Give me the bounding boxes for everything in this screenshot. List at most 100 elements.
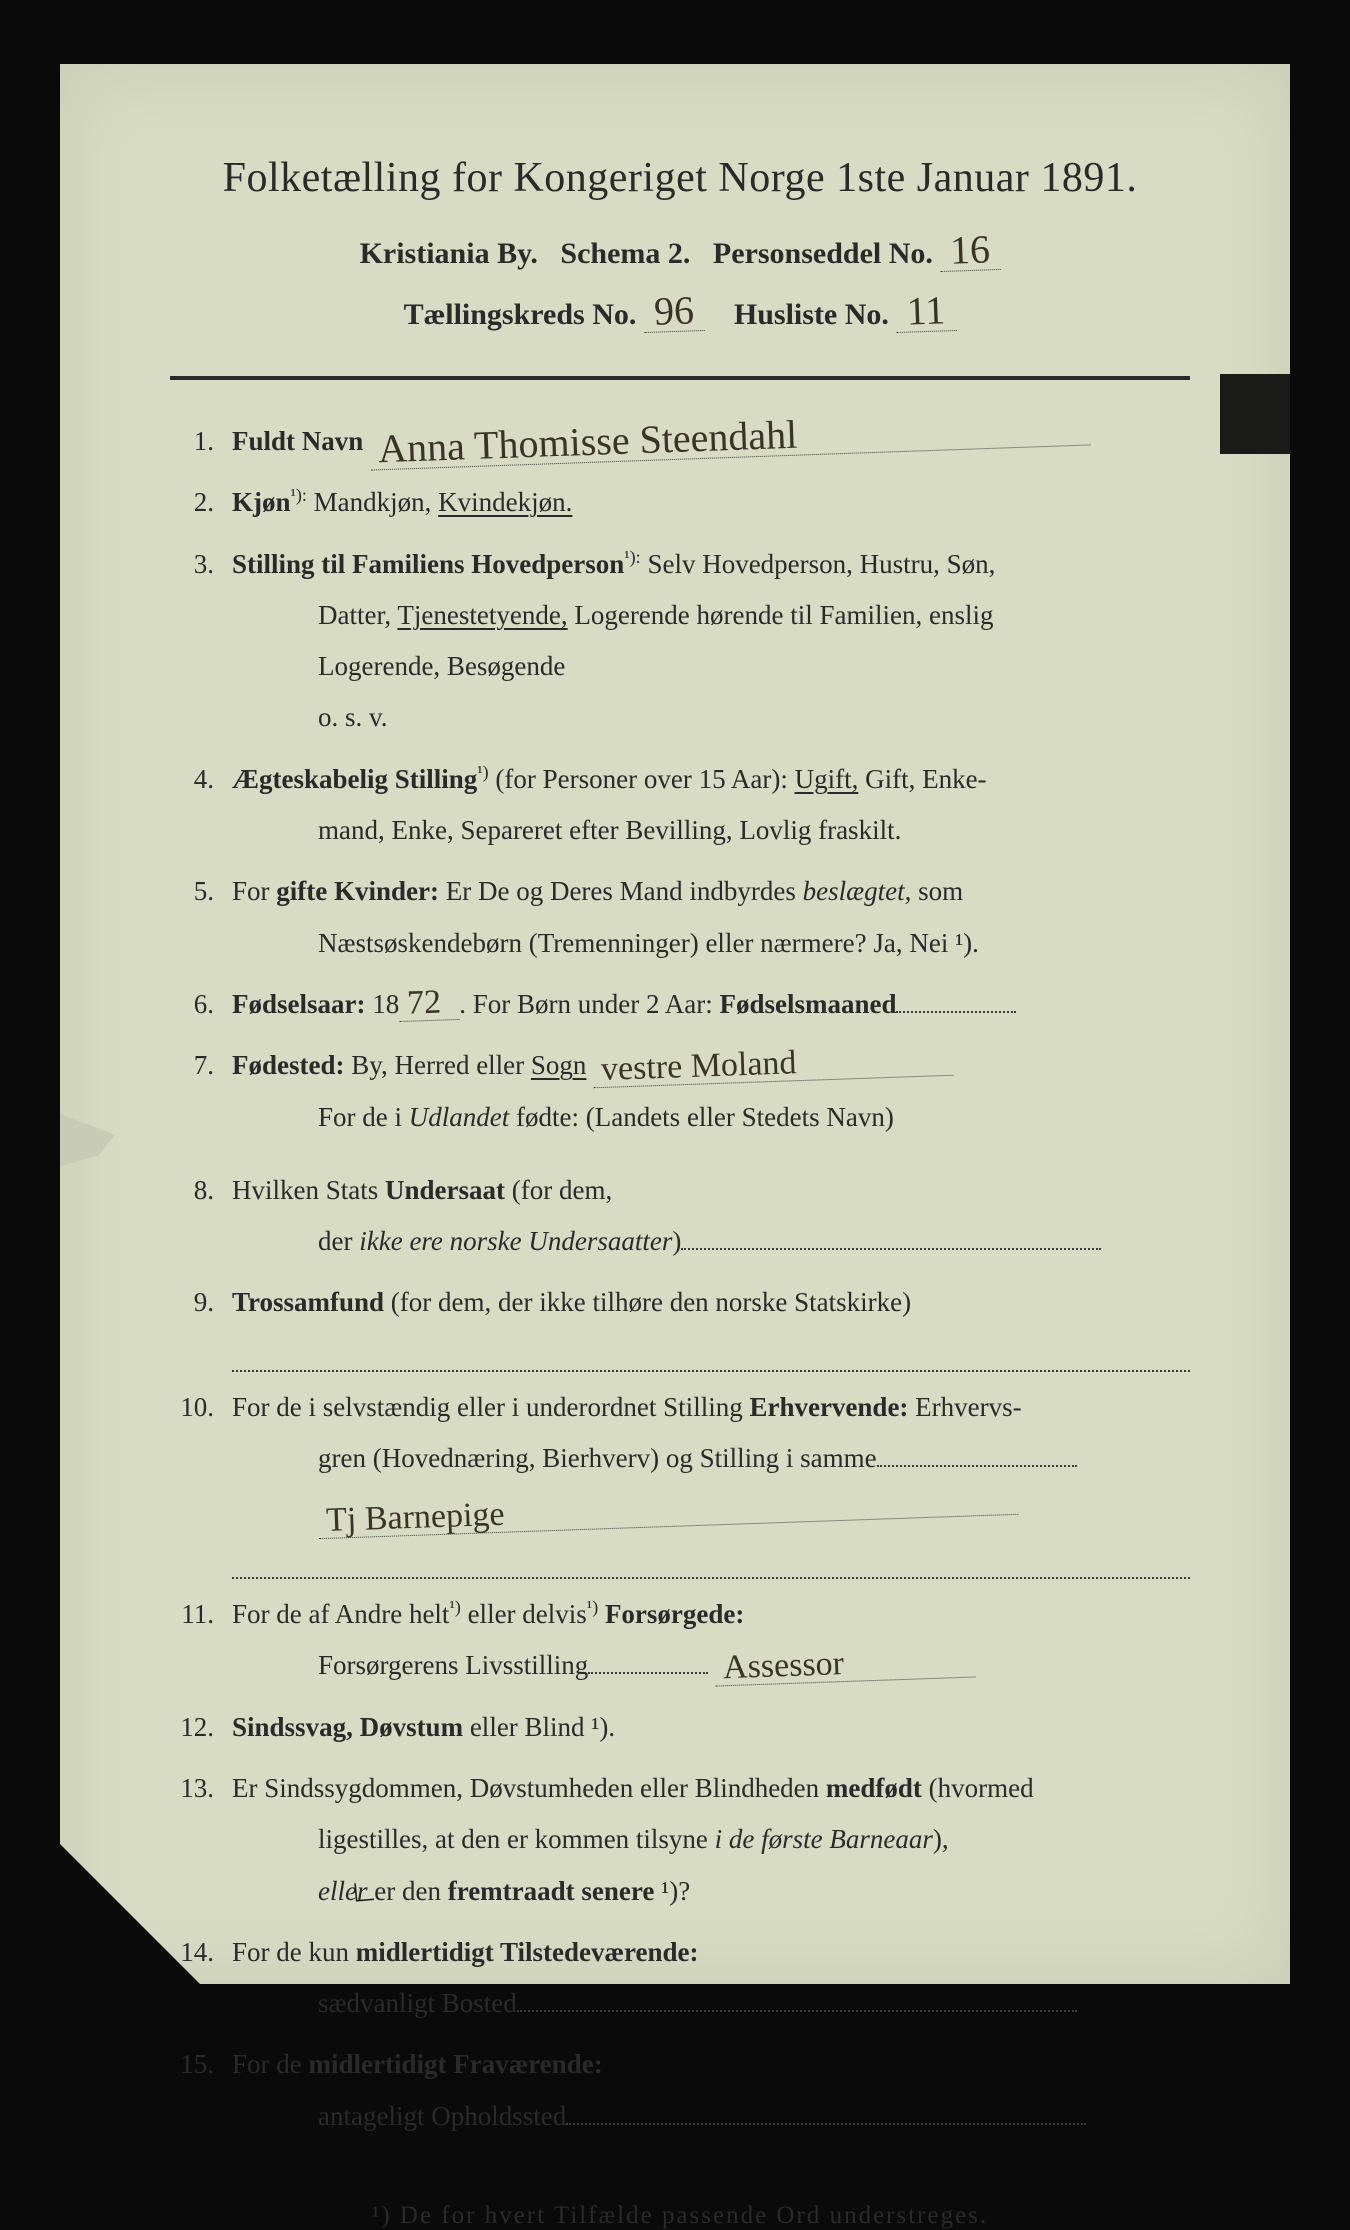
selected-option: Tjenestetyende, (397, 600, 567, 630)
field-label: gifte Kvinder: (276, 876, 439, 906)
item-5: 5. For gifte Kvinder: Er De og Deres Man… (170, 866, 1190, 969)
field-label: Erhvervende: (749, 1392, 908, 1422)
hint-text: gren (Hovednæring, Bierhverv) og Stillin… (232, 1443, 877, 1473)
occupation-value: Tj Barnepige (318, 1479, 1019, 1538)
item-body: Hvilken Stats Undersaat (for dem, der ik… (232, 1165, 1190, 1268)
question-text: ), (933, 1824, 949, 1854)
field-label-2: Fødselsmaaned (719, 989, 896, 1019)
item-number: 7. (170, 1040, 232, 1143)
item-number: 2. (170, 477, 232, 528)
birthplace-value: vestre Moland (593, 1041, 954, 1089)
item-13: 13. Er Sindssygdommen, Døvstumheden elle… (170, 1763, 1190, 1917)
footnote-ref: ¹): (624, 547, 640, 567)
provider-value: Assessor (714, 1643, 975, 1687)
item-number: 8. (170, 1165, 232, 1268)
question-text: Er De og Deres Mand indbyrdes (439, 876, 803, 906)
blank-line (588, 1672, 708, 1674)
prefix-text: For de af Andre helt (232, 1599, 449, 1629)
bold-text: medfødt (826, 1773, 922, 1803)
options-text: Logerende, Besøgende (232, 651, 565, 681)
item-10: 10. For de i selvstændig eller i underor… (170, 1382, 1190, 1579)
sub-label: Forsørgerens Livsstilling (232, 1650, 588, 1680)
field-label: Sindssvag, Døvstum (232, 1712, 463, 1742)
paren-text: (for Personer over 15 Aar): (489, 764, 795, 794)
prefix-text: For de (232, 2049, 309, 2079)
year-prefix: 18 (365, 989, 399, 1019)
hint-suffix: ) (672, 1226, 681, 1256)
husliste-label: Husliste No. (734, 298, 889, 331)
hint-prefix: der (318, 1226, 359, 1256)
field-label: midlertidigt Fraværende: (309, 2049, 603, 2079)
footnote-ref: ¹) (477, 762, 488, 782)
blank-line (566, 2123, 1086, 2125)
footnote-ref: ¹) (449, 1597, 460, 1617)
item-number: 14. (170, 1927, 232, 2030)
field-label: Trossamfund (232, 1287, 384, 1317)
selected-option: Kvindekjøn. (438, 487, 572, 517)
personseddel-label: Personseddel No. (713, 237, 933, 270)
item-body: Kjøn¹): Mandkjøn, Kvindekjøn. (232, 477, 1190, 528)
paren-text: (for dem, (505, 1175, 612, 1205)
option-text: Mandkjøn, (314, 487, 439, 517)
item-12: 12. Sindssvag, Døvstum eller Blind ¹). (170, 1702, 1190, 1753)
blank-line (517, 2010, 1077, 2012)
form-header: Folketælling for Kongeriget Norge 1ste J… (170, 154, 1190, 332)
footnote-ref: ¹): (291, 485, 307, 505)
suffix-text: Erhvervs- (908, 1392, 1021, 1422)
paper-tear (60, 1114, 115, 1166)
header-rule (170, 376, 1190, 380)
sub-label: sædvanligt Bosted (232, 1988, 517, 2018)
field-label: midlertidigt Tilstedeværende: (356, 1937, 699, 1967)
item-4: 4. Ægteskabelig Stilling¹) (for Personer… (170, 754, 1190, 857)
kreds-value: 96 (643, 290, 704, 333)
item-number: 10. (170, 1382, 232, 1579)
options-text: Logerende hørende til Familien, enslig (568, 600, 994, 630)
selected-option: Ugift, (795, 764, 859, 794)
item-2: 2. Kjøn¹): Mandkjøn, Kvindekjøn. (170, 477, 1190, 528)
mid-text: eller delvis (461, 1599, 587, 1629)
options-text: Datter, (318, 600, 397, 630)
item-number: 6. (170, 979, 232, 1030)
item-number: 15. (170, 2039, 232, 2142)
personseddel-value: 16 (940, 229, 1001, 272)
question-text: Er Sindssygdommen, Døvstumheden eller Bl… (232, 1773, 826, 1803)
selected-option: Sogn (531, 1050, 587, 1080)
prefix-text: For de kun (232, 1937, 356, 1967)
item-body: For de midlertidigt Fraværende: antageli… (232, 2039, 1190, 2142)
subtitle-line-1: Kristiania By. Schema 2. Personseddel No… (170, 230, 1190, 271)
value-line: Tj Barnepige (232, 1495, 1018, 1525)
main-title: Folketælling for Kongeriget Norge 1ste J… (170, 154, 1190, 202)
blank-line (232, 1536, 1190, 1579)
hint-text: For de i Udlandet fødte: (Landets eller … (232, 1102, 894, 1132)
item-number: 5. (170, 866, 232, 969)
item-1: 1. Fuldt Navn Anna Thomisse Steendahl (170, 416, 1190, 467)
italic-text: ikke ere norske Undersaatter (359, 1226, 672, 1256)
item-body: For gifte Kvinder: Er De og Deres Mand i… (232, 866, 1190, 969)
indent-wrap: Datter, Tjenestetyende, Logerende hørend… (232, 600, 993, 630)
options-text: Selv Hovedperson, Hustru, Søn, (647, 549, 995, 579)
item-body: Trossamfund (for dem, der ikke tilhøre d… (232, 1277, 1190, 1371)
question-text: som (911, 876, 963, 906)
item-14: 14. For de kun midlertidigt Tilstedevære… (170, 1927, 1190, 2030)
blank-line (896, 1011, 1016, 1013)
item-number: 3. (170, 539, 232, 744)
field-label: Stilling til Familiens Hovedperson (232, 549, 624, 579)
item-3: 3. Stilling til Familiens Hovedperson¹):… (170, 539, 1190, 744)
item-6: 6. Fødselsaar: 1872. For Børn under 2 Aa… (170, 979, 1190, 1030)
footnote-ref: ¹) (587, 1597, 598, 1617)
options-text: mand, Enke, Separeret efter Bevilling, L… (232, 815, 901, 845)
item-body: Fødselsaar: 1872. For Børn under 2 Aar: … (232, 979, 1190, 1030)
census-form-page: Folketælling for Kongeriget Norge 1ste J… (60, 64, 1290, 1984)
item-number: 11. (170, 1589, 232, 1692)
item-number: 12. (170, 1702, 232, 1753)
blank-line (232, 1329, 1190, 1372)
question-text: (hvormed (922, 1773, 1034, 1803)
hint-suffix: fødte: (Landets eller Stedets Navn) (509, 1102, 894, 1132)
item-7: 7. Fødested: By, Herred eller Sogn vestr… (170, 1040, 1190, 1143)
italic-text: i de første Barneaar (715, 1824, 933, 1854)
item-number: 9. (170, 1277, 232, 1371)
city-label: Kristiania By. (360, 237, 538, 270)
subtitle-line-2: Tællingskreds No. 96 Husliste No. 11 (170, 291, 1190, 332)
name-value: Anna Thomisse Steendahl (370, 404, 1091, 470)
item-body: Ægteskabelig Stilling¹) (for Personer ov… (232, 754, 1190, 857)
